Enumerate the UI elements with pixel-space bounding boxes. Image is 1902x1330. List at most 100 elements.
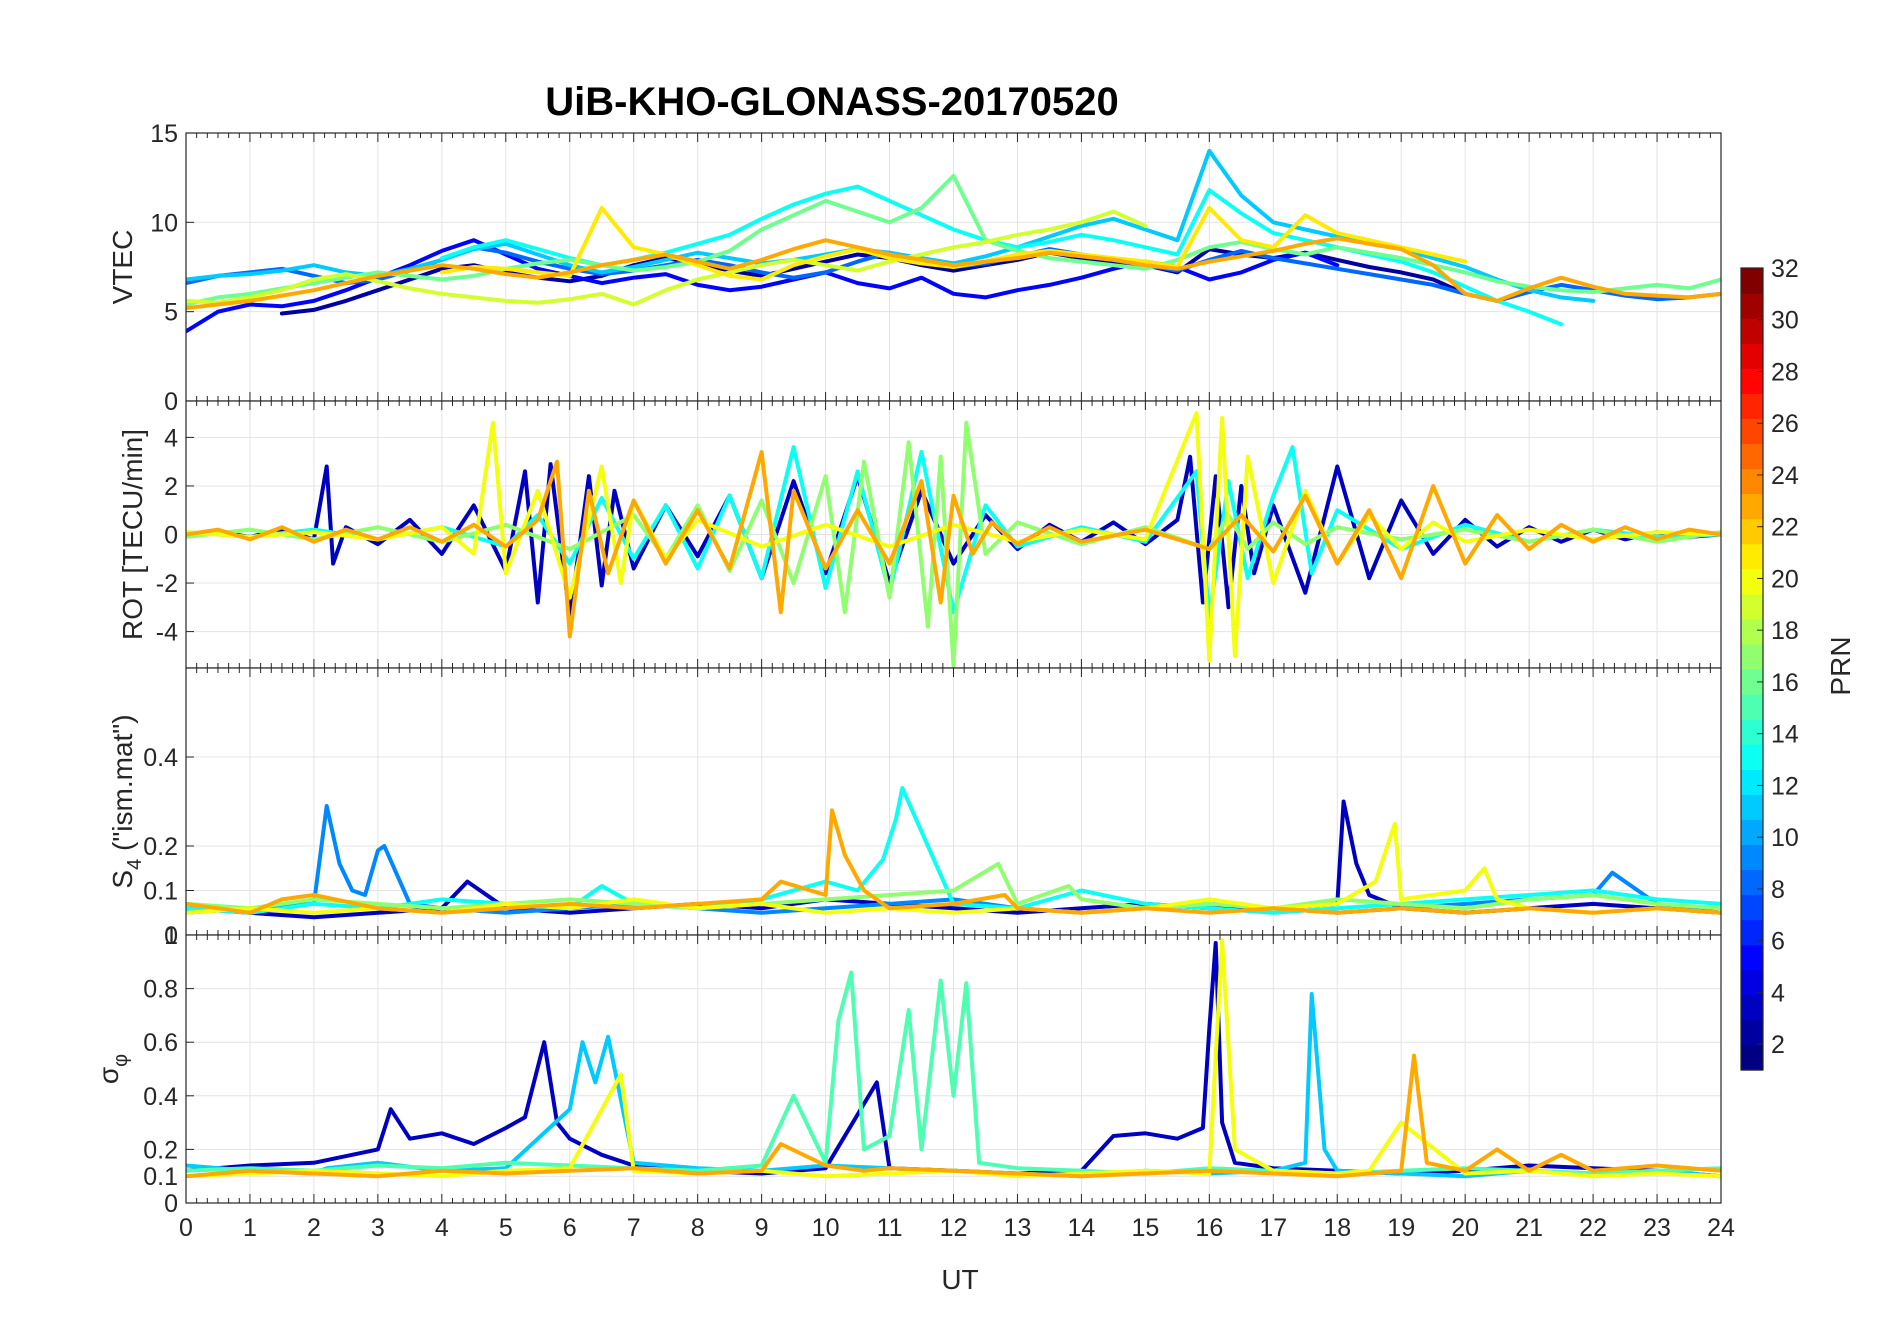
colorbar-segment xyxy=(1741,393,1763,419)
series-group xyxy=(186,148,1721,334)
y-tick-label: 0 xyxy=(164,522,178,550)
colorbar-tick-label: 20 xyxy=(1771,565,1799,593)
y-tick-label: 0 xyxy=(164,388,178,416)
series-prn-19 xyxy=(186,209,1148,307)
colorbar-tick-label: 8 xyxy=(1771,876,1785,904)
colorbar-segment xyxy=(1741,694,1763,720)
colorbar-segment xyxy=(1741,468,1763,495)
colorbar-segment xyxy=(1741,518,1763,545)
colorbar-tick-label: 2 xyxy=(1771,1031,1785,1059)
colorbar-segment xyxy=(1741,443,1763,470)
colorbar-segment xyxy=(1741,293,1763,319)
series-prn-17 xyxy=(186,861,1721,911)
colorbar-tick-label: 24 xyxy=(1771,462,1799,490)
x-axis-label: UT xyxy=(941,1264,978,1295)
y-tick-label: 0.1 xyxy=(143,1163,178,1191)
colorbar-segment xyxy=(1741,769,1763,795)
series-group xyxy=(186,938,1721,1179)
y-tick-label: -2 xyxy=(156,570,178,598)
panel-rot: -4 -2 0 2 4 ROT [TECU/min] xyxy=(117,400,1722,669)
x-tick-label: 14 xyxy=(1068,1214,1096,1242)
x-tick-label: 17 xyxy=(1259,1214,1287,1242)
x-tick-label: 3 xyxy=(371,1214,385,1242)
y-axis-label: S4 ("ism.mat") xyxy=(107,714,146,888)
y-tick-label: 5 xyxy=(164,299,178,327)
y-tick-label: 0.4 xyxy=(143,1083,178,1111)
colorbar-segment xyxy=(1741,969,1763,996)
panel-vtec: 0 5 10 15 VTEC xyxy=(107,120,1722,416)
x-tick-label: 0 xyxy=(179,1214,193,1242)
y-tick-label: 0.4 xyxy=(143,744,178,772)
colorbar-segment xyxy=(1741,944,1763,971)
colorbar-tick-label: 28 xyxy=(1771,358,1799,386)
colorbar-tick-label: 4 xyxy=(1771,979,1785,1007)
colorbar-segment xyxy=(1741,869,1763,896)
x-tick-label: 12 xyxy=(940,1214,968,1242)
colorbar-segment xyxy=(1741,418,1763,445)
y-tick-label: 0 xyxy=(164,1190,178,1218)
y-tick-label: 10 xyxy=(150,209,178,237)
colorbar-tick-label: 6 xyxy=(1771,928,1785,956)
colorbar-segment xyxy=(1741,819,1763,846)
y-tick-label: 2 xyxy=(164,473,178,501)
x-tick-label: 20 xyxy=(1451,1214,1479,1242)
colorbar-tick-label: 32 xyxy=(1771,255,1799,283)
colorbar-segment xyxy=(1741,618,1763,645)
x-tick-label: 16 xyxy=(1195,1214,1223,1242)
x-tick-label: 13 xyxy=(1004,1214,1032,1242)
colorbar-tick-label: 26 xyxy=(1771,410,1799,438)
colorbar-segment xyxy=(1741,568,1763,595)
series-group xyxy=(186,411,1721,668)
y-tick-label: 0 xyxy=(164,922,178,950)
colorbar-segment xyxy=(1741,994,1763,1021)
series-prn-9 xyxy=(186,804,1721,915)
series-prn-13 xyxy=(186,786,1721,915)
y-axis-label: VTEC xyxy=(107,230,138,305)
colorbar-segment xyxy=(1741,744,1763,770)
x-tick-label: 19 xyxy=(1387,1214,1415,1242)
colorbar-segment xyxy=(1741,368,1763,394)
colorbar-segment xyxy=(1741,669,1763,695)
chart-title: UiB-KHO-GLONASS-20170520 xyxy=(545,80,1119,124)
x-tick-label: 1 xyxy=(243,1214,257,1242)
colorbar-segment xyxy=(1741,919,1763,946)
colorbar-segment xyxy=(1741,719,1763,745)
series-group xyxy=(186,786,1721,920)
y-tick-label: 1 xyxy=(164,922,178,950)
x-tick-label: 2 xyxy=(307,1214,321,1242)
x-tick-label: 4 xyxy=(435,1214,449,1242)
y-tick-label: 4 xyxy=(164,424,178,452)
x-tick-label: 7 xyxy=(627,1214,641,1242)
x-tick-label: 8 xyxy=(691,1214,705,1242)
series-prn-23 xyxy=(186,236,1721,311)
series-prn-23 xyxy=(186,1053,1721,1179)
x-tick-label: 21 xyxy=(1515,1214,1543,1242)
x-tick-label: 23 xyxy=(1643,1214,1671,1242)
colorbar-tick-label: 22 xyxy=(1771,514,1799,542)
series-prn-23 xyxy=(186,808,1721,915)
x-tick-label: 11 xyxy=(877,1214,903,1242)
y-tick-label: 0.2 xyxy=(143,1136,178,1164)
y-tick-label: -4 xyxy=(156,619,178,647)
y-tick-label: 0.2 xyxy=(143,833,178,861)
colorbar-segment xyxy=(1741,643,1763,670)
colorbar-segment xyxy=(1741,543,1763,570)
y-tick-label: 15 xyxy=(150,120,178,148)
x-tick-label: 22 xyxy=(1579,1214,1607,1242)
panel-s4: 0 0.1 0.2 0.4S4 ("ism.mat") xyxy=(107,667,1722,950)
colorbar-segment xyxy=(1741,268,1763,294)
x-tick-label: 24 xyxy=(1707,1214,1735,1242)
colorbar-frame xyxy=(1740,267,1764,1071)
colorbar-label: PRN xyxy=(1825,636,1856,695)
colorbar-segment xyxy=(1741,318,1763,344)
colorbar-segment xyxy=(1741,343,1763,369)
colorbar-segment xyxy=(1741,894,1763,921)
series-prn-23 xyxy=(186,450,1721,639)
y-axis-label: ROT [TECU/min] xyxy=(117,429,148,640)
x-tick-label: 15 xyxy=(1131,1214,1159,1242)
x-tick-label: 6 xyxy=(563,1214,577,1242)
